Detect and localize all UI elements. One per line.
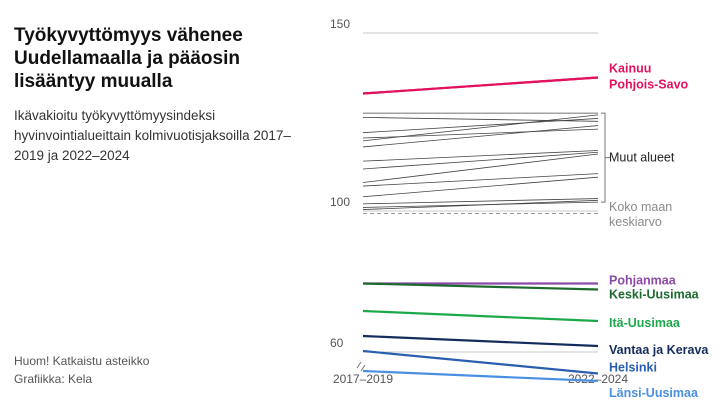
other-regions-bracket bbox=[601, 112, 610, 203]
y-tick-label: 100 bbox=[330, 195, 350, 209]
average-label: keskiarvo bbox=[609, 215, 662, 229]
other-region-line bbox=[362, 125, 599, 148]
x-tick-label: 2022–2024 bbox=[568, 372, 628, 386]
other-region-line bbox=[362, 198, 599, 205]
series-label: Keski-Uusimaa bbox=[609, 288, 700, 302]
y-tick-label: 60 bbox=[330, 336, 344, 350]
series-label: Kainuu bbox=[609, 62, 651, 76]
x-tick-label: 2017–2019 bbox=[333, 372, 393, 386]
series-line bbox=[362, 309, 599, 323]
scale-note: Huom! Katkaistu asteikko bbox=[14, 354, 150, 368]
average-label: Koko maan bbox=[609, 200, 672, 214]
other-region-line bbox=[362, 153, 599, 183]
other-region-line bbox=[362, 173, 599, 187]
other-region-line bbox=[362, 118, 599, 134]
other-region-line bbox=[362, 176, 599, 198]
series-line bbox=[362, 334, 599, 348]
series-line bbox=[362, 369, 599, 383]
series-line bbox=[362, 349, 599, 375]
axis-break-mark bbox=[356, 361, 366, 372]
other-region-line bbox=[362, 151, 599, 170]
footnote: Huom! Katkaistu asteikko Grafiikka: Kela bbox=[14, 352, 149, 388]
other-region-line bbox=[362, 150, 599, 162]
source-credit: Grafiikka: Kela bbox=[14, 372, 93, 386]
series-line bbox=[362, 282, 599, 291]
series-layer bbox=[362, 76, 599, 383]
chart-subtitle: Ikävakioitu työkyvyttömyysindeksi hyvinv… bbox=[14, 108, 291, 163]
other-region-line bbox=[362, 114, 599, 142]
grid-layer: 60 100 150 2017–2019 2022–2024 bbox=[330, 17, 628, 386]
series-line bbox=[362, 76, 599, 95]
series-label: Helsinki bbox=[609, 361, 657, 375]
series-label: Pohjanmaa bbox=[609, 274, 677, 288]
series-label: Itä-Uusimaa bbox=[609, 316, 681, 330]
series-label: Vantaa ja Kerava bbox=[609, 343, 709, 357]
other-regions-label: Muut alueet bbox=[609, 151, 675, 165]
chart-title: Työkyvyttömyys vähenee Uudellamaalla ja … bbox=[14, 25, 243, 92]
series-label: Pohjois-Savo bbox=[609, 78, 689, 92]
other-region-line bbox=[362, 199, 599, 210]
series-label: Länsi-Uusimaa bbox=[609, 386, 699, 400]
y-tick-label: 150 bbox=[330, 17, 350, 31]
